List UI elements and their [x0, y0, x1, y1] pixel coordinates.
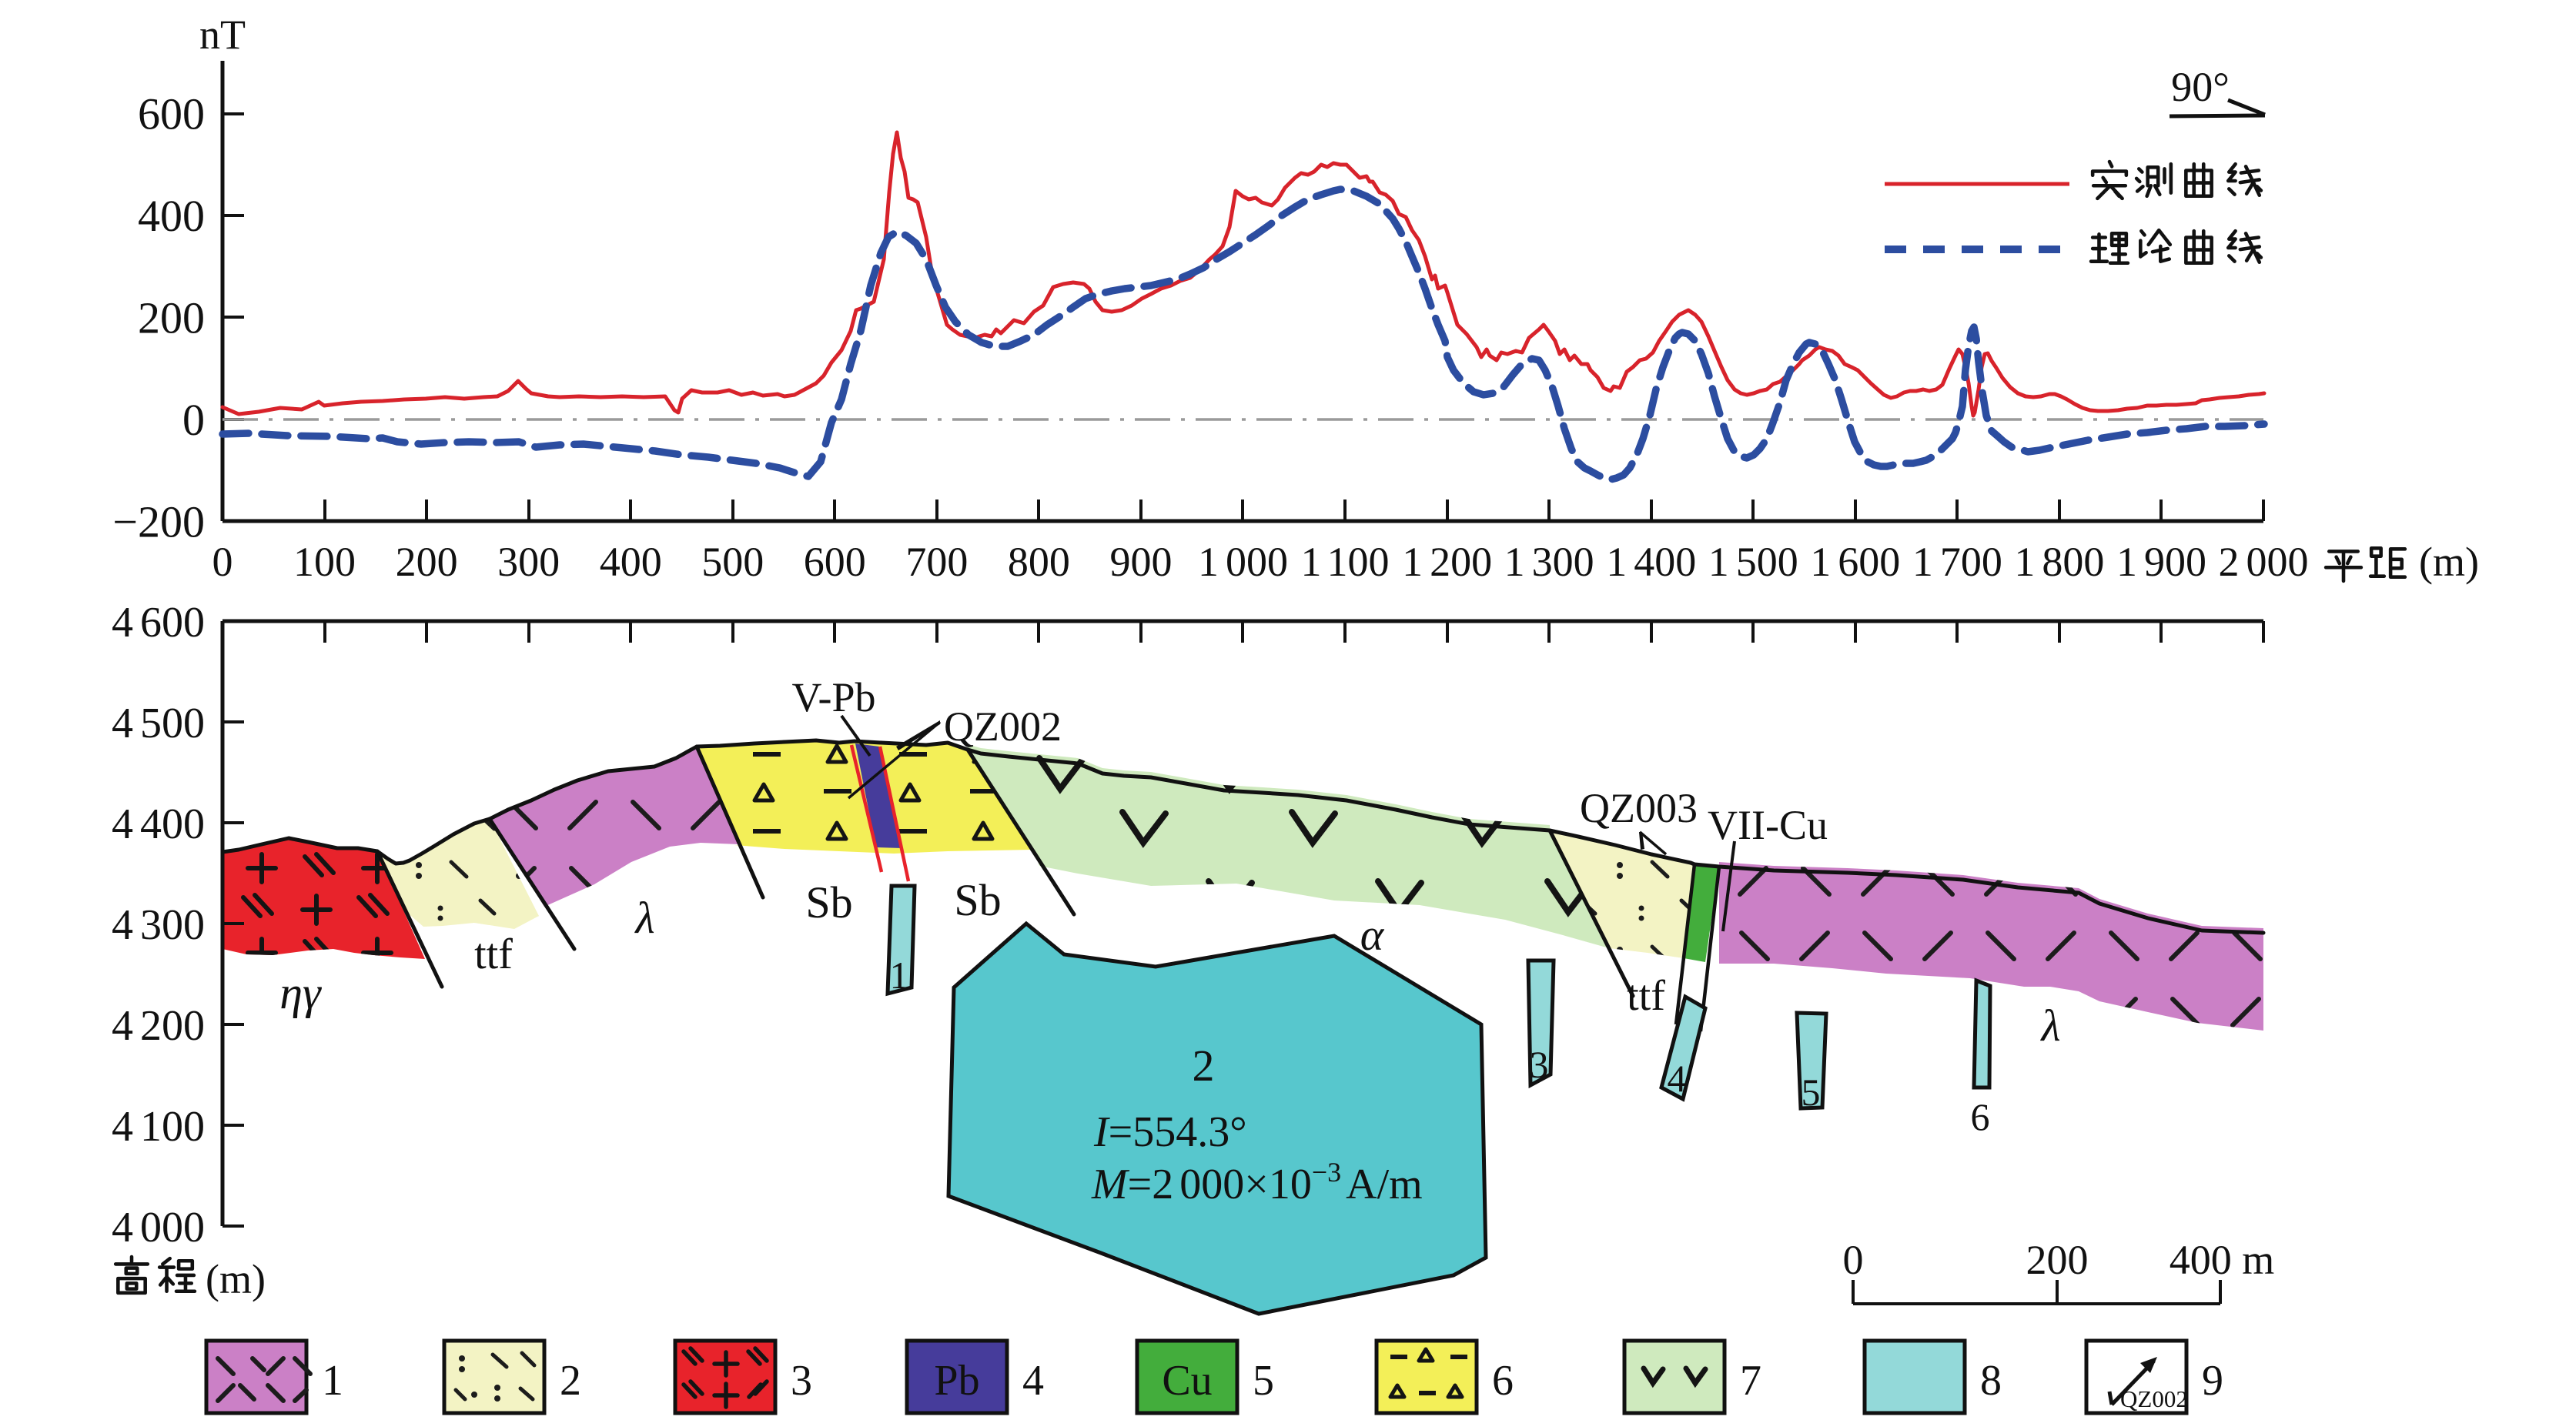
svg-text:V-Pb: V-Pb [791, 674, 875, 720]
svg-text:700: 700 [905, 539, 968, 585]
svg-text:6: 6 [1492, 1357, 1514, 1405]
svg-text:200: 200 [2026, 1237, 2089, 1283]
svg-text:600: 600 [138, 89, 205, 139]
svg-text:90°: 90° [2171, 64, 2230, 110]
svg-text:2: 2 [560, 1357, 581, 1405]
svg-text:0: 0 [1843, 1237, 1864, 1283]
svg-text:VII-Cu: VII-Cu [1708, 802, 1828, 848]
svg-text:α: α [1360, 910, 1385, 960]
svg-text:300: 300 [497, 539, 560, 585]
svg-text:100: 100 [293, 539, 356, 585]
svg-text:−200: −200 [112, 497, 205, 547]
svg-text:I=554.3°: I=554.3° [1093, 1108, 1247, 1156]
svg-text:400 m: 400 m [2170, 1237, 2275, 1283]
svg-text:(m): (m) [2419, 539, 2479, 585]
svg-text:Cu: Cu [1162, 1357, 1212, 1405]
svg-text:400: 400 [138, 191, 205, 241]
svg-text:4: 4 [1022, 1357, 1044, 1405]
svg-text:1: 1 [322, 1357, 343, 1405]
svg-text:7: 7 [1740, 1357, 1761, 1405]
svg-text:0: 0 [182, 395, 205, 445]
svg-text:8: 8 [1980, 1357, 2002, 1405]
svg-text:3: 3 [1530, 1043, 1549, 1086]
svg-text:ttf: ttf [1627, 972, 1665, 1020]
svg-text:ttf: ttf [474, 931, 513, 978]
svg-text:400: 400 [600, 539, 662, 585]
svg-text:0: 0 [212, 539, 233, 585]
svg-text:4: 4 [1668, 1057, 1687, 1100]
svg-text:(m): (m) [206, 1256, 266, 1302]
svg-text:5: 5 [1802, 1071, 1821, 1114]
svg-text:9: 9 [2202, 1357, 2223, 1405]
svg-text:200: 200 [396, 539, 458, 585]
svg-text:QZ002: QZ002 [944, 703, 1062, 750]
svg-text:3: 3 [791, 1357, 812, 1405]
svg-text:200: 200 [138, 293, 205, 343]
svg-text:900: 900 [1109, 539, 1172, 585]
svg-text:λ: λ [2039, 1001, 2060, 1051]
svg-text:800: 800 [1008, 539, 1070, 585]
svg-text:2: 2 [1193, 1041, 1215, 1091]
svg-text:ηγ: ηγ [279, 967, 322, 1018]
svg-text:nT: nT [199, 12, 246, 58]
svg-text:λ: λ [634, 893, 654, 943]
svg-text:Sb: Sb [805, 877, 852, 927]
svg-text:Pb: Pb [934, 1357, 979, 1405]
svg-text:QZ002: QZ002 [2120, 1385, 2188, 1412]
svg-text:500: 500 [701, 539, 764, 585]
svg-text:Sb: Sb [954, 875, 1001, 925]
svg-text:600: 600 [804, 539, 866, 585]
svg-text:5: 5 [1253, 1357, 1274, 1405]
svg-text:6: 6 [1971, 1095, 1990, 1138]
svg-text:1: 1 [890, 954, 909, 997]
svg-text:QZ003: QZ003 [1580, 785, 1698, 831]
